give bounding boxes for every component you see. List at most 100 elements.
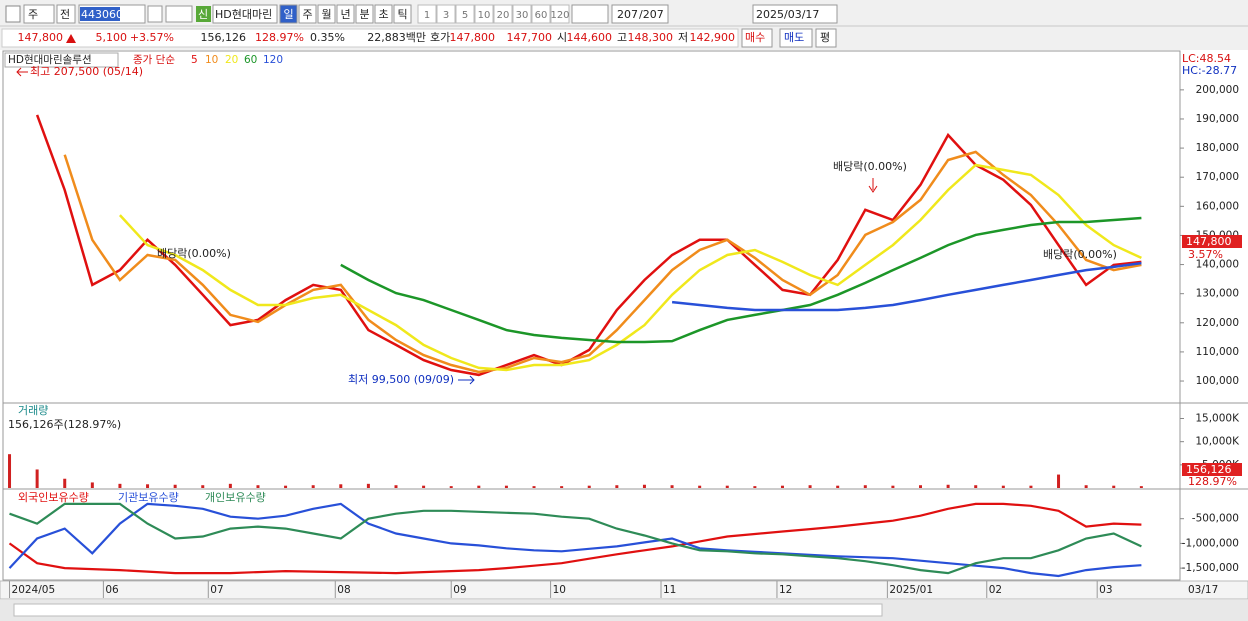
volume-bar [780,485,784,488]
volume-bar [256,485,260,488]
total: /207 [639,8,664,21]
volume-bar [146,484,150,488]
y-tick-label: 120,000 [1196,317,1239,329]
volume-bar [8,454,12,488]
volume-rate: 128.97% [1188,475,1237,488]
period-button[interactable] [355,4,374,24]
low: 142,900 [690,31,736,44]
period: 분 [359,8,369,21]
volume-subtitle: 156,126주(128.97%) [8,418,121,431]
search-button[interactable] [147,5,163,23]
interval-button[interactable] [436,4,456,24]
volume-bar [1084,485,1088,488]
volume-bar [311,485,315,488]
volume-bar [808,485,812,488]
volume-bar [339,484,343,488]
date-box[interactable] [752,4,838,24]
hc-label: HC:-28.77 [1182,64,1237,77]
sound-button[interactable] [165,5,193,23]
volume-bar [63,478,67,488]
open-label: 시 [557,31,567,44]
bid: 147,700 [507,31,553,44]
volume-bar [173,484,177,488]
interval-button[interactable] [493,4,513,24]
volume-bar [891,485,895,488]
high-label: 고 [617,31,627,44]
volume-bar [201,485,205,488]
period-button[interactable] [393,4,412,24]
menu-icon[interactable] [5,5,21,23]
price: 147,800 [18,31,64,44]
series-line [63,150,1142,374]
x-tick-label: 03 [1099,584,1112,596]
y-tick-label: 10,000K [1195,436,1240,448]
chart-title: HD현대마린솔루션 [8,54,92,66]
buy-button[interactable] [741,28,773,48]
prev-button[interactable] [56,4,76,24]
title-box [4,52,119,68]
interval-button[interactable] [455,4,475,24]
interval: 20 [497,10,510,21]
code-highlight [80,7,120,21]
interval-button[interactable] [474,4,494,24]
prev: 전 [60,8,70,21]
volume-bar [1057,474,1061,488]
period-button[interactable] [298,4,317,24]
last-rate: 3.57% [1188,248,1223,261]
interval: 3 [443,10,449,21]
period-button[interactable] [336,4,355,24]
date-axis [0,580,1248,600]
volume-bar [587,485,591,488]
volume-bar [560,486,564,488]
period: 주 [302,8,312,21]
y-tick-label: 100,000 [1196,375,1239,387]
period: 일 [283,7,293,21]
blank-select[interactable] [571,4,609,24]
interval-button[interactable] [531,4,551,24]
badge-bg [196,6,211,22]
volume-bar [449,486,453,488]
period: 틱 [397,8,407,21]
change: 5,100 [96,31,128,44]
volume-bar [1029,485,1033,488]
stock-name: HD현대마린 [215,8,272,21]
legend-entry: 외국인보유수량 [18,491,89,504]
count-box[interactable] [611,4,669,24]
volume-bar [35,469,39,488]
badge: 신 [198,8,208,21]
sell-button[interactable] [779,28,813,48]
period-button[interactable] [279,4,298,24]
volume-bar [90,482,94,488]
y-tick-label: 180,000 [1196,142,1239,154]
series-line [8,502,1142,575]
volume-bar [642,484,646,488]
volume-bar [422,485,426,488]
legend-entry: 60 [244,54,257,66]
name-box [212,4,278,24]
market: 주 [28,8,38,21]
volume: 156,126 [201,31,247,44]
scroll-track [13,603,883,617]
period-button[interactable] [374,4,393,24]
period: 년 [340,8,350,21]
avg-button[interactable] [815,28,837,48]
last-price: 147,800 [1186,235,1232,248]
interval: 60 [535,10,548,21]
interval-button[interactable] [512,4,532,24]
volume-bar [284,485,288,488]
volume-bar [1139,486,1143,488]
volume-bar [366,483,370,488]
div-arrow [868,178,878,193]
period-button[interactable] [317,4,336,24]
annotation: 배당락(0.00%) [833,160,907,173]
legend-entry: 기관보유수량 [118,491,179,504]
interval-button[interactable] [550,4,570,24]
x-tick-label: 2025/01 [889,584,933,596]
volume-bar [477,485,481,488]
ask-label: 호가 [430,31,450,44]
interval-button[interactable] [417,4,437,24]
volume-bar [863,485,867,488]
market-select[interactable] [23,4,55,24]
